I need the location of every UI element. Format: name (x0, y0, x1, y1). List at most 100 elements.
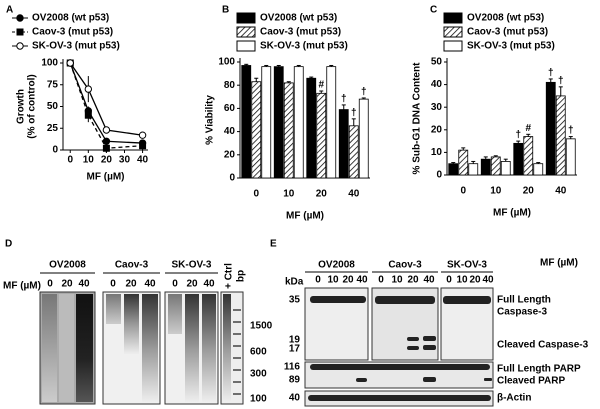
y-tick-label: 20 (431, 124, 443, 135)
y-tick-label: 40 (431, 79, 443, 90)
marker (102, 126, 111, 134)
y-tick-label: 60 (224, 103, 236, 114)
lane-label: 20 (342, 275, 354, 286)
series-line (69, 62, 143, 144)
bar (326, 66, 337, 179)
lane-label: 0 (378, 275, 384, 286)
legend-label: Caov-3 (mut p53) (32, 27, 113, 38)
marker (84, 111, 92, 119)
group-label: Caov-3 (115, 260, 149, 271)
gel-d (39, 291, 244, 405)
ctrl-label: + Ctrl (224, 263, 235, 289)
panel-label: D (5, 239, 12, 250)
kda-value: 89 (289, 375, 301, 386)
legend-label: Caov-3 (mut p53) (467, 27, 548, 38)
y-tick-label: 0 (436, 170, 442, 181)
bar (555, 95, 566, 176)
bar (261, 66, 272, 179)
ladder-label: 1500 (250, 321, 273, 332)
annotation: † (361, 87, 367, 98)
legend-swatch (443, 40, 463, 52)
bar (293, 66, 304, 179)
marker (139, 142, 147, 150)
legend-label: Caov-3 (mut p53) (260, 27, 341, 38)
ladder-label: 300 (250, 369, 267, 380)
lane-label: 10 (456, 275, 468, 286)
y-tick-label: 75 (47, 79, 59, 90)
y-tick-label: 40 (224, 126, 236, 137)
lane-label: 0 (47, 279, 53, 290)
x-tick-label: 40 (348, 189, 360, 200)
x-tick-label: 10 (490, 186, 502, 197)
lane-label: 40 (144, 279, 156, 290)
panel-label: C (430, 5, 437, 16)
x-tick-label: 0 (67, 155, 73, 166)
bar (251, 81, 262, 179)
legend-swatch (236, 40, 256, 52)
y-tick-label: 100 (218, 57, 235, 68)
lane-label: 20 (125, 279, 137, 290)
y-tick-label: 30 (431, 102, 443, 113)
bar (565, 138, 576, 176)
annotation: † (341, 94, 347, 105)
legend-swatch (236, 26, 256, 38)
group-label: Caov-3 (388, 260, 422, 271)
legend-marker (16, 28, 24, 36)
x-tick-label: 20 (316, 189, 328, 200)
bar (283, 82, 294, 179)
marker (138, 131, 147, 139)
kda-value: 40 (289, 393, 301, 404)
lane-label: 20 (407, 275, 419, 286)
y-axis-label: (% of control) (27, 74, 38, 138)
annotation: # (318, 80, 324, 91)
bar (348, 125, 359, 179)
group-label: OV2008 (49, 260, 86, 271)
bar (468, 163, 479, 176)
marker (66, 59, 74, 67)
y-tick-label: 20 (224, 149, 236, 160)
lane-label: 40 (423, 275, 435, 286)
bar (273, 66, 284, 179)
lane-label: 20 (61, 279, 73, 290)
protein-label: Caspase-3 (497, 307, 547, 318)
ladder-label: 100 (250, 394, 267, 405)
kda-label: kDa (285, 277, 304, 288)
legend-label: OV2008 (wt p53) (467, 13, 544, 24)
group-label: SK-OV-3 (447, 260, 487, 271)
bar (338, 109, 349, 179)
y-tick-label: 50 (47, 101, 59, 112)
legend-label: SK-OV-3 (mut p53) (260, 41, 348, 52)
lane-label: 0 (172, 279, 178, 290)
bp-label: bp (236, 270, 247, 282)
lane-label: 0 (110, 279, 116, 290)
bar (241, 65, 252, 179)
x-tick-label: 10 (283, 189, 295, 200)
kda-value: 19 (289, 335, 301, 346)
legend-label: OV2008 (wt p53) (32, 13, 109, 24)
marker (102, 144, 110, 152)
bar (545, 81, 556, 176)
kda-value: 17 (289, 344, 301, 355)
x-tick-label: 20 (101, 155, 113, 166)
group-label: OV2008 (318, 260, 355, 271)
bar (316, 92, 327, 179)
protein-label: β-Actin (497, 393, 531, 404)
legend-label: OV2008 (wt p53) (260, 13, 337, 24)
annotation: # (525, 123, 531, 134)
bar (523, 136, 534, 176)
legend-swatch (443, 26, 463, 38)
y-tick-label: 50 (431, 57, 443, 68)
x-tick-label: 10 (83, 155, 95, 166)
legend-marker (16, 14, 24, 22)
lane-label: 20 (469, 275, 481, 286)
legend-swatch (443, 12, 463, 24)
bar (513, 142, 524, 176)
protein-label: Full Length PARP (497, 364, 581, 375)
bar (448, 163, 459, 176)
panel-label: E (270, 239, 277, 250)
lane-label: 0 (315, 275, 321, 286)
annotation: † (548, 68, 554, 79)
y-tick-label: 10 (431, 147, 443, 158)
bar (306, 77, 317, 179)
